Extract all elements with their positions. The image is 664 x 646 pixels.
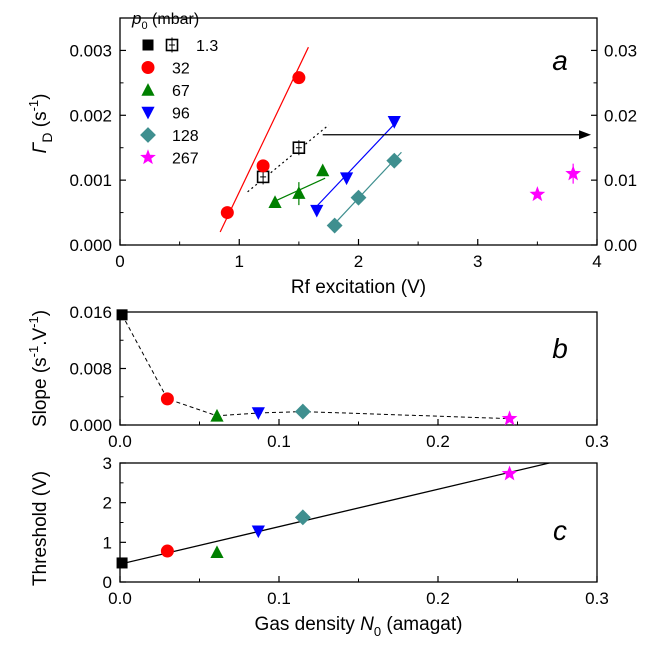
panel-c: 0.0 0.1 0.2 0.3 0 1 2 3 Gas density N0 (amagat) T… xyxy=(30,454,609,639)
panel-b-x-tick-label: 0.0 xyxy=(108,432,132,451)
panel-a-point-96 xyxy=(339,172,354,186)
panel-b-x-tick-label: 0.1 xyxy=(267,432,291,451)
legend-marker-triangle-up xyxy=(141,83,155,96)
panel-a-point-128 xyxy=(386,152,403,169)
panel-a-y-tick-label: 0.002 xyxy=(69,106,112,125)
panel-b-x-tick-label: 0.3 xyxy=(585,432,609,451)
panel-c-y-tick-label: 3 xyxy=(103,454,112,473)
panel-a-y2-tick-label: 0.01 xyxy=(604,171,637,190)
panel-a-letter: a xyxy=(552,45,568,76)
panel-a-arrow-head xyxy=(579,130,592,140)
panel-c-x-tick-label: 0.1 xyxy=(267,589,291,608)
panel-b: 0.0 0.1 0.2 0.3 0.000 0.008 0.016 Slope (s-1.V-… xyxy=(26,303,609,451)
panel-a-point-32 xyxy=(292,71,306,85)
panel-b-frame xyxy=(119,311,598,426)
panel-b-x-tick-label: 0.2 xyxy=(426,432,450,451)
legend-title: p0 (mbar) xyxy=(131,9,199,32)
legend-label: 267 xyxy=(172,151,199,168)
panel-a-y-tick-label: 0.001 xyxy=(69,171,112,190)
panel-b-letter: b xyxy=(552,333,568,364)
legend-label: 128 xyxy=(172,128,199,145)
panel-a-x-tick-label: 0 xyxy=(115,252,124,271)
panel-c-x-tick-label: 0.2 xyxy=(426,589,450,608)
panel-b-dashed-line xyxy=(121,314,510,420)
panel-a-ylabel: ΓD (s-1) xyxy=(26,94,55,154)
panel-c-point-1.3 xyxy=(116,557,128,569)
panel-a-point-128 xyxy=(350,189,367,206)
panel-a-point-32 xyxy=(220,206,234,220)
legend-marker-star xyxy=(140,149,156,165)
panel-a-point-67 xyxy=(316,163,330,177)
legend-label: 96 xyxy=(172,106,190,123)
panel-a-y2-tick-label: 0.00 xyxy=(604,236,637,255)
panel-a-x-tick-label: 1 xyxy=(235,252,244,271)
panel-c-frame xyxy=(119,462,598,583)
panel-c-point-267 xyxy=(501,465,518,481)
panel-a-x-tick-label: 3 xyxy=(473,252,482,271)
panel-a-x-tick-label: 2 xyxy=(354,252,363,271)
panel-b-y-tick-label: 0.000 xyxy=(69,416,112,435)
panel-c-ylabel: Threshold (V) xyxy=(30,471,51,586)
legend-marker-diamond xyxy=(140,127,156,143)
panel-c-x-tick-label: 0.0 xyxy=(108,589,132,608)
panel-c-y-tick-label: 2 xyxy=(103,494,112,513)
panel-c-x-tick-label: 0.3 xyxy=(585,589,609,608)
legend-label: 67 xyxy=(172,83,190,100)
panel-a-fit-128 xyxy=(331,151,402,227)
panel-c-point-67 xyxy=(210,545,224,559)
panel-a-y2-tick-label: 0.03 xyxy=(604,41,637,60)
panel-a-point-128 xyxy=(326,217,343,234)
panel-c-point-32 xyxy=(160,544,174,558)
panel-c-fit-line xyxy=(119,462,550,565)
panel-b-point-128 xyxy=(294,403,311,420)
panel-b-y-tick-label: 0.016 xyxy=(69,303,112,322)
panel-c-xlabel: Gas density N0 (amagat) xyxy=(255,614,463,639)
panel-a-y-tick-label: 0.000 xyxy=(69,236,112,255)
legend-marker-circle xyxy=(141,61,155,74)
panel-b-point-1.3 xyxy=(116,309,128,321)
panel-a-xlabel: Rf excitation (V) xyxy=(291,277,426,298)
panel-a-point-96 xyxy=(387,115,401,129)
panel-a: 0 1 2 3 4 0.000 0.001 0.002 0.003 0.00 0.01 0.02 0.0… xyxy=(26,17,637,298)
panel-a-x-tick-label: 4 xyxy=(592,252,601,271)
panel-a-y2-tick-label: 0.02 xyxy=(604,106,637,125)
panel-a-point-267 xyxy=(529,186,546,202)
panel-c-point-96 xyxy=(251,525,265,539)
legend-marker-triangle-down xyxy=(141,106,155,120)
panel-b-point-267 xyxy=(501,410,518,426)
legend-label: 32 xyxy=(172,61,190,78)
panel-c-y-tick-label: 1 xyxy=(103,533,112,552)
legend: p0 (mbar) 1.3 32 67 96 128 267 xyxy=(131,9,218,168)
panel-c-y-tick-label: 0 xyxy=(103,573,112,592)
panel-a-point-32 xyxy=(256,159,270,173)
panel-b-y-tick-label: 0.008 xyxy=(69,360,112,379)
legend-label: 1.3 xyxy=(196,38,218,55)
panel-c-letter: c xyxy=(553,515,567,546)
panel-b-point-32 xyxy=(160,392,174,406)
legend-marker-filled-square xyxy=(142,39,154,51)
panel-a-point-67 xyxy=(268,195,282,208)
panel-b-ylabel: Slope (s-1.V-1) xyxy=(26,310,51,427)
panel-b-point-67 xyxy=(210,408,224,422)
panel-b-point-96 xyxy=(251,407,265,420)
panel-a-y-tick-label: 0.003 xyxy=(69,41,112,60)
panel-c-point-128 xyxy=(294,509,311,526)
panel-a-point-96 xyxy=(310,204,324,218)
